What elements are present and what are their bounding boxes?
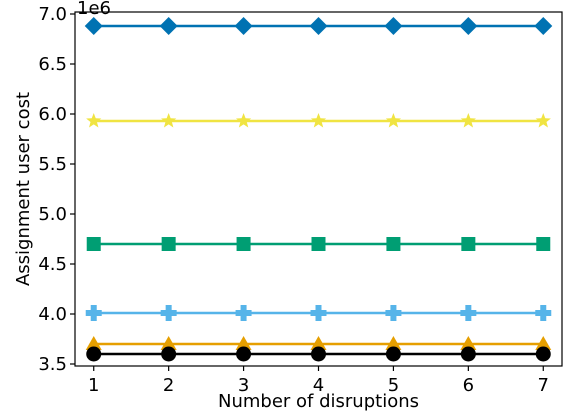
x-tick-label: 2: [163, 375, 174, 396]
data-point-diamond: [234, 17, 253, 35]
data-point-star: [310, 113, 327, 128]
data-point-circle: [236, 346, 252, 362]
data-point-circle: [311, 346, 326, 362]
data-point-star: [460, 113, 476, 128]
data-point-square: [236, 237, 251, 251]
data-point-circle: [535, 346, 551, 362]
y-axis-ticks: 3.5 4.0 4.5 5.0 5.5 6.0 6.5 7.0: [38, 4, 75, 375]
data-point-square: [311, 237, 326, 251]
axes-layer: 1 2 3 4 5 6 7 3.5 4.0 4.5 5.0 5.5 6.0 6.5 7.0: [38, 4, 563, 396]
data-point-square: [386, 237, 401, 251]
data-point-square: [536, 237, 551, 251]
data-point-circle: [86, 346, 102, 362]
y-axis-offset-label: 1e6: [77, 0, 111, 19]
data-point-star: [235, 113, 252, 128]
data-point-plus: [385, 305, 402, 321]
data-point-triangle: [160, 336, 177, 350]
y-tick-label: 3.5: [38, 354, 67, 375]
data-point-plus: [310, 305, 327, 321]
data-point-plus: [85, 305, 102, 321]
data-point-star: [161, 113, 177, 128]
series-star: [86, 113, 551, 128]
data-point-circle: [161, 346, 177, 362]
x-tick-label: 5: [388, 375, 399, 396]
data-point-plus: [160, 305, 177, 321]
y-tick-label: 7.0: [38, 4, 67, 25]
data-point-square: [161, 237, 176, 251]
data-point-diamond: [459, 17, 478, 35]
data-point-star: [535, 113, 551, 128]
y-tick-label: 5.5: [38, 154, 67, 175]
series-layer: [84, 17, 553, 362]
data-point-plus: [460, 305, 477, 321]
y-tick-label: 4.0: [38, 304, 67, 325]
series-circle: [86, 346, 551, 362]
x-tick-label: 3: [238, 375, 249, 396]
data-point-diamond: [309, 17, 328, 35]
data-point-circle: [460, 346, 476, 362]
y-tick-label: 6.0: [38, 104, 67, 125]
x-tick-label: 7: [538, 375, 549, 396]
data-point-triangle: [310, 336, 327, 350]
data-point-plus: [535, 305, 552, 321]
data-point-triangle: [460, 336, 477, 350]
data-point-star: [86, 113, 102, 128]
series-diamond: [84, 17, 553, 35]
y-axis-label: Assignment user cost: [13, 92, 34, 286]
data-point-triangle: [235, 336, 252, 350]
data-point-square: [86, 237, 101, 251]
series-square: [86, 237, 551, 251]
data-point-diamond: [384, 17, 403, 35]
x-axis-label: Number of disruptions: [218, 391, 419, 412]
y-tick-label: 6.5: [38, 54, 67, 75]
series-plus: [85, 305, 552, 321]
y-tick-label: 5.0: [38, 204, 67, 225]
x-axis-ticks: 1 2 3 4 5 6 7: [88, 366, 549, 396]
data-point-plus: [235, 305, 252, 321]
data-point-triangle: [535, 336, 552, 350]
y-tick-label: 4.5: [38, 254, 67, 275]
x-tick-label: 6: [463, 375, 474, 396]
data-point-star: [385, 113, 402, 128]
x-tick-label: 1: [88, 375, 99, 396]
data-point-square: [461, 237, 476, 251]
data-point-diamond: [159, 17, 178, 35]
data-point-triangle: [85, 336, 102, 350]
data-point-diamond: [84, 17, 103, 35]
data-point-diamond: [534, 17, 553, 35]
series-triangle: [85, 336, 552, 350]
data-point-circle: [385, 346, 401, 362]
data-point-triangle: [385, 336, 402, 350]
x-tick-label: 4: [313, 375, 324, 396]
